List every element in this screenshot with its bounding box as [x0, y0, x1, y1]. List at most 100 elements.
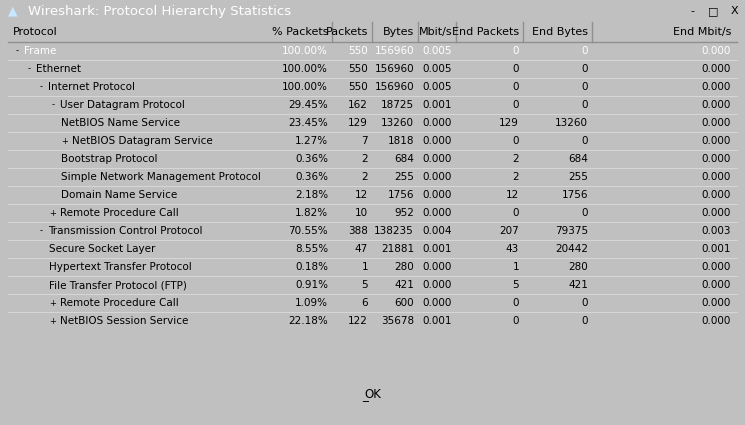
Text: _: _: [363, 389, 369, 402]
Text: 1.09%: 1.09%: [295, 298, 328, 308]
Text: NetBIOS Name Service: NetBIOS Name Service: [61, 118, 180, 128]
Text: 421: 421: [394, 280, 414, 290]
Text: 0.001: 0.001: [422, 316, 452, 326]
Text: Ethernet: Ethernet: [36, 64, 81, 74]
Text: 0: 0: [582, 136, 588, 146]
Text: 138235: 138235: [374, 226, 414, 236]
Text: 2: 2: [361, 154, 368, 164]
Text: 0.000: 0.000: [422, 190, 452, 200]
Text: 0: 0: [582, 82, 588, 92]
Text: NetBIOS Session Service: NetBIOS Session Service: [60, 316, 188, 326]
Text: 0.91%: 0.91%: [295, 280, 328, 290]
Text: 13260: 13260: [381, 118, 414, 128]
Text: 0.36%: 0.36%: [295, 172, 328, 182]
Text: 255: 255: [394, 172, 414, 182]
Text: 5: 5: [513, 280, 519, 290]
Text: Secure Socket Layer: Secure Socket Layer: [49, 244, 156, 254]
Text: 280: 280: [394, 262, 414, 272]
Text: 0.000: 0.000: [702, 118, 731, 128]
Text: -: -: [51, 100, 54, 110]
Text: 21881: 21881: [381, 244, 414, 254]
Text: 10: 10: [355, 208, 368, 218]
Text: 0.001: 0.001: [422, 244, 452, 254]
Text: -: -: [39, 227, 42, 235]
Text: 0.000: 0.000: [422, 208, 452, 218]
Text: 0: 0: [582, 46, 588, 56]
Text: 0: 0: [513, 316, 519, 326]
Text: Internet Protocol: Internet Protocol: [48, 82, 135, 92]
Text: 255: 255: [568, 172, 588, 182]
Text: 0.000: 0.000: [702, 172, 731, 182]
Text: 0: 0: [513, 208, 519, 218]
Text: 22.18%: 22.18%: [288, 316, 328, 326]
Text: ▲: ▲: [8, 5, 18, 17]
Text: 388: 388: [348, 226, 368, 236]
Text: Wireshark: Protocol Hierarchy Statistics: Wireshark: Protocol Hierarchy Statistics: [28, 5, 291, 17]
Text: 79375: 79375: [555, 226, 588, 236]
Text: 100.00%: 100.00%: [282, 64, 328, 74]
Text: 550: 550: [348, 82, 368, 92]
Text: 0.000: 0.000: [702, 154, 731, 164]
Text: 0.000: 0.000: [702, 208, 731, 218]
Text: Bytes: Bytes: [383, 27, 414, 37]
Text: +: +: [50, 298, 57, 308]
Text: Bootstrap Protocol: Bootstrap Protocol: [61, 154, 157, 164]
Text: 600: 600: [394, 298, 414, 308]
Text: 0: 0: [513, 136, 519, 146]
Text: 0: 0: [513, 82, 519, 92]
Text: 1.82%: 1.82%: [295, 208, 328, 218]
Text: 2: 2: [361, 172, 368, 182]
Text: 156960: 156960: [375, 64, 414, 74]
Text: 0.000: 0.000: [422, 298, 452, 308]
Text: 0: 0: [582, 64, 588, 74]
Text: 0.001: 0.001: [422, 100, 452, 110]
Text: 0.000: 0.000: [702, 82, 731, 92]
Text: 129: 129: [348, 118, 368, 128]
Text: 0.000: 0.000: [702, 136, 731, 146]
Text: 12: 12: [355, 190, 368, 200]
Text: 0.000: 0.000: [422, 136, 452, 146]
Text: % Packets: % Packets: [271, 27, 328, 37]
Text: 0.005: 0.005: [422, 46, 452, 56]
Text: 0.004: 0.004: [422, 226, 452, 236]
Text: 0: 0: [582, 298, 588, 308]
Text: Remote Procedure Call: Remote Procedure Call: [60, 298, 179, 308]
Text: 1818: 1818: [387, 136, 414, 146]
Text: 2: 2: [513, 154, 519, 164]
Text: NetBIOS Datagram Service: NetBIOS Datagram Service: [72, 136, 213, 146]
Text: 0.000: 0.000: [702, 64, 731, 74]
Text: 1756: 1756: [387, 190, 414, 200]
Text: X: X: [730, 6, 738, 16]
Text: 122: 122: [348, 316, 368, 326]
Text: 0.000: 0.000: [702, 280, 731, 290]
Text: 13260: 13260: [555, 118, 588, 128]
Text: 0: 0: [582, 316, 588, 326]
Text: User Datagram Protocol: User Datagram Protocol: [60, 100, 185, 110]
Text: 8.55%: 8.55%: [295, 244, 328, 254]
Text: Hypertext Transfer Protocol: Hypertext Transfer Protocol: [49, 262, 191, 272]
Text: 1: 1: [361, 262, 368, 272]
Text: 0.000: 0.000: [422, 118, 452, 128]
Text: -: -: [690, 6, 694, 16]
Text: End Bytes: End Bytes: [532, 27, 588, 37]
Text: 23.45%: 23.45%: [288, 118, 328, 128]
Text: 129: 129: [499, 118, 519, 128]
Text: 156960: 156960: [375, 46, 414, 56]
Text: 7: 7: [361, 136, 368, 146]
Text: 43: 43: [506, 244, 519, 254]
Text: 12: 12: [506, 190, 519, 200]
Text: 5: 5: [361, 280, 368, 290]
Text: 6: 6: [361, 298, 368, 308]
Text: 2.18%: 2.18%: [295, 190, 328, 200]
Text: 1756: 1756: [562, 190, 588, 200]
Text: 0.000: 0.000: [702, 190, 731, 200]
Text: 0.001: 0.001: [702, 244, 731, 254]
Text: 0: 0: [582, 100, 588, 110]
Text: 0.000: 0.000: [702, 298, 731, 308]
Text: 0.000: 0.000: [702, 46, 731, 56]
Text: Protocol: Protocol: [13, 27, 58, 37]
Text: End Packets: End Packets: [452, 27, 519, 37]
Text: End Mbit/s: End Mbit/s: [673, 27, 731, 37]
Text: 0.000: 0.000: [702, 100, 731, 110]
Text: 35678: 35678: [381, 316, 414, 326]
